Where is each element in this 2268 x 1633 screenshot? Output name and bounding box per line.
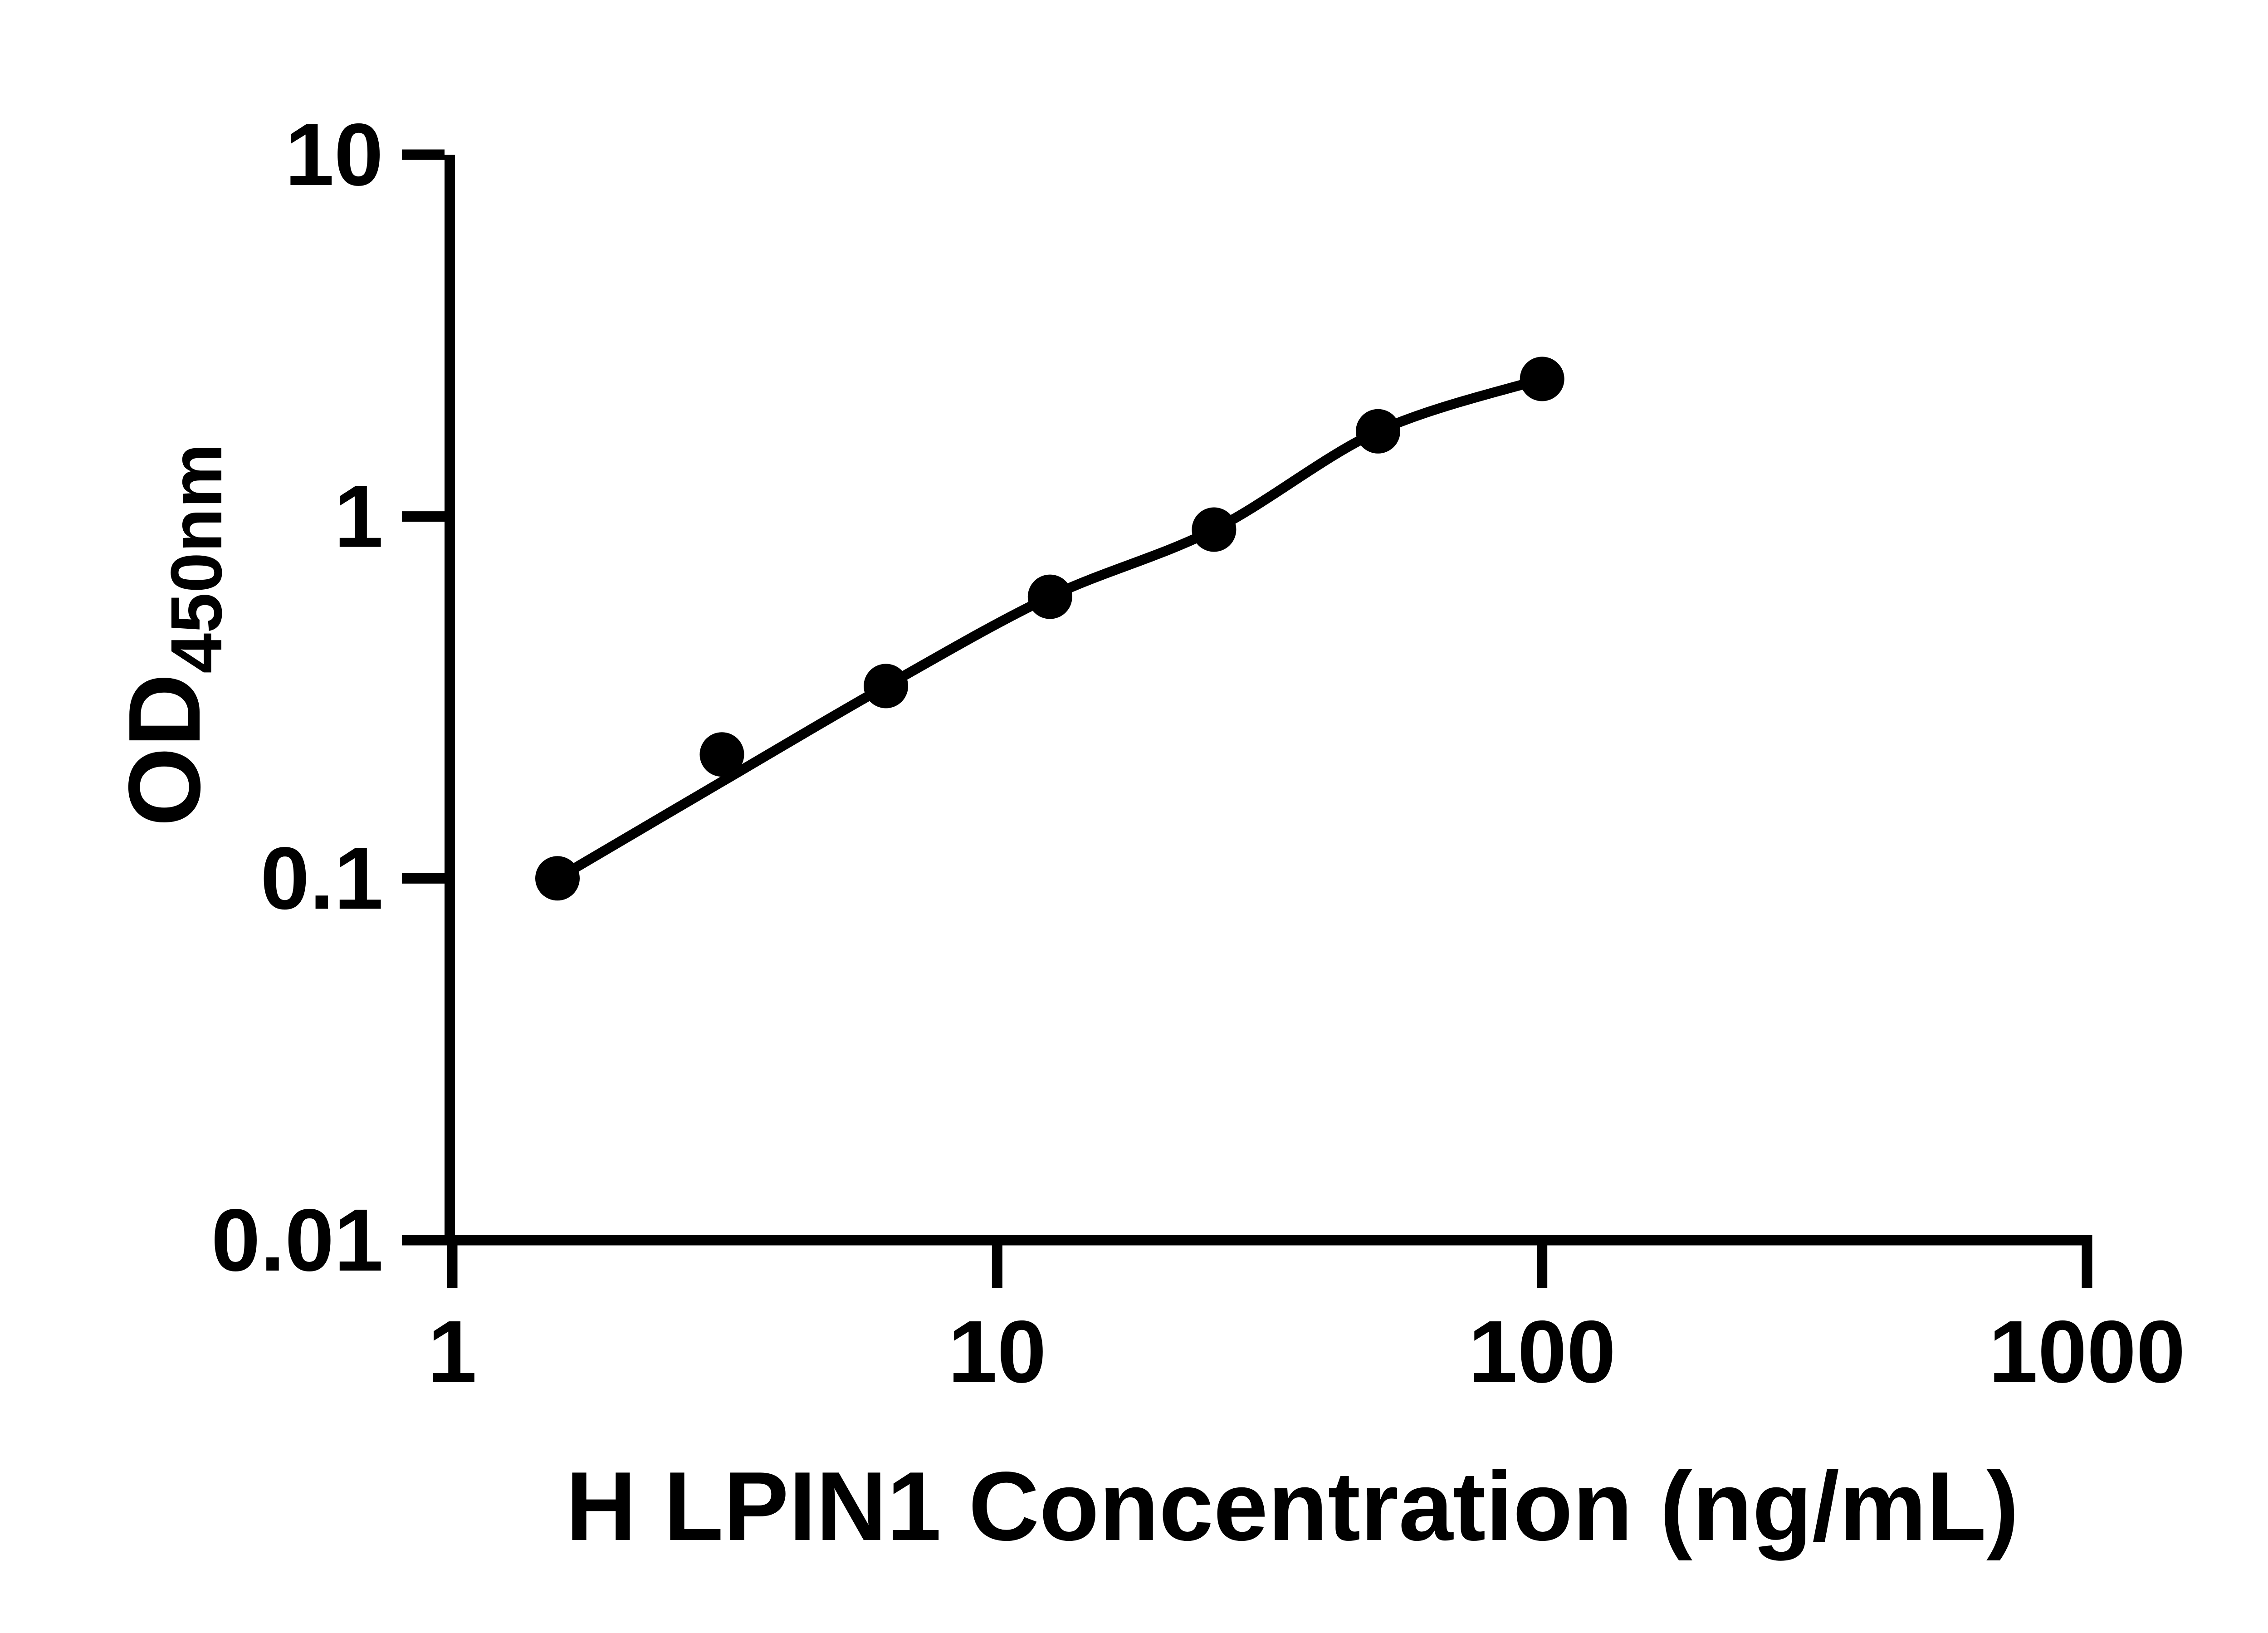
y-tick-label: 1: [334, 467, 383, 566]
fit-curve: [552, 374, 1547, 884]
y-tick-label: 10: [285, 105, 383, 204]
x-tick-label: 10: [948, 1302, 1046, 1401]
x-tick-label: 1: [428, 1302, 477, 1401]
data-point: [1192, 507, 1237, 552]
data-point: [535, 856, 580, 901]
data-point: [1356, 409, 1400, 454]
x-tick-label: 1000: [1989, 1302, 2185, 1401]
x-tick-label: 100: [1468, 1302, 1616, 1401]
tick-label-group: 10 1 0.1 0.01 1 10 100 1000: [211, 105, 2185, 1401]
data-point: [1027, 574, 1072, 619]
data-points-group: [535, 357, 1564, 901]
y-axis-title-subscript: 450nm: [156, 444, 237, 674]
y-tick-label: 0.01: [211, 1191, 383, 1290]
tick-group: [402, 149, 2092, 1288]
y-axis-title: OD450nm: [107, 444, 237, 826]
data-point: [1520, 357, 1564, 401]
data-point: [864, 664, 909, 709]
x-axis-title: H LPIN1 Concentration (ng/mL): [566, 1451, 2019, 1561]
y-tick-label: 0.1: [260, 829, 383, 928]
data-point: [699, 732, 744, 777]
axes-group: [445, 154, 2092, 1246]
fit-curve-group: [552, 374, 1547, 884]
y-axis-title-main: OD: [107, 674, 221, 827]
